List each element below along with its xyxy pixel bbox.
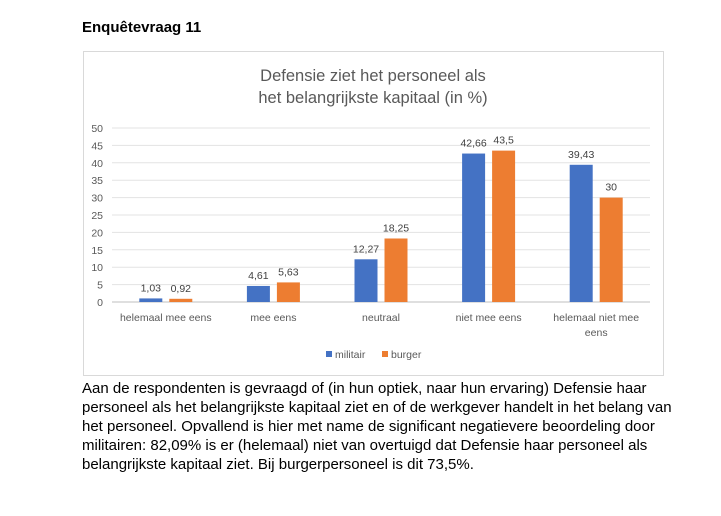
bar-burger — [384, 238, 408, 302]
y-tick-label: 20 — [91, 227, 103, 239]
bar-militair — [139, 298, 163, 302]
legend-swatch-militair — [326, 351, 332, 357]
data-label-militair: 42,66 — [460, 138, 486, 150]
chart-title-line: het belangrijkste kapitaal (in %) — [258, 89, 487, 107]
y-tick-label: 50 — [91, 123, 103, 135]
data-label-militair: 4,61 — [248, 270, 269, 282]
page-heading: Enquêtevraag 11 — [82, 19, 202, 36]
bar-burger — [276, 282, 300, 302]
y-tick-label: 0 — [97, 297, 103, 309]
x-category-label: eens — [585, 327, 608, 339]
chart-container: Defensie ziet het personeel als het belan… — [83, 51, 664, 376]
data-label-burger: 30 — [605, 182, 617, 194]
bar-burger — [599, 197, 623, 302]
x-category-label: helemaal niet mee — [553, 312, 639, 324]
y-tick-label: 40 — [91, 158, 103, 170]
data-label-militair: 39,43 — [568, 149, 594, 161]
data-label-burger: 18,25 — [383, 222, 409, 234]
data-label-burger: 0,92 — [171, 283, 192, 295]
x-category-label: mee eens — [250, 312, 296, 324]
x-category-label: niet mee eens — [456, 312, 522, 324]
bar-burger — [169, 298, 193, 302]
bar-militair — [354, 259, 378, 302]
legend-swatch-burger — [382, 351, 388, 357]
bar-militair — [462, 153, 486, 302]
data-label-burger: 43,5 — [493, 135, 514, 147]
y-tick-label: 30 — [91, 193, 103, 205]
bar-chart: Defensie ziet het personeel als het belan… — [91, 67, 650, 361]
x-category-label: helemaal mee eens — [120, 312, 212, 324]
data-label-burger: 5,63 — [278, 266, 299, 278]
y-tick-label: 5 — [97, 280, 103, 292]
bar-militair — [246, 285, 270, 302]
legend-label-militair: militair — [335, 349, 366, 361]
data-label-militair: 1,03 — [141, 282, 162, 294]
legend-label-burger: burger — [391, 349, 422, 361]
data-label-militair: 12,27 — [353, 243, 379, 255]
y-tick-label: 45 — [91, 140, 103, 152]
bar-militair — [569, 164, 593, 302]
y-tick-label: 10 — [91, 262, 103, 274]
chart-title-line: Defensie ziet het personeel als — [260, 67, 486, 85]
x-category-label: neutraal — [362, 312, 400, 324]
bar-burger — [492, 150, 516, 302]
y-tick-label: 15 — [91, 245, 103, 257]
y-tick-label: 25 — [91, 210, 103, 222]
y-tick-label: 35 — [91, 175, 103, 187]
body-paragraph: Aan de respondenten is gevraagd of (in h… — [82, 380, 672, 473]
